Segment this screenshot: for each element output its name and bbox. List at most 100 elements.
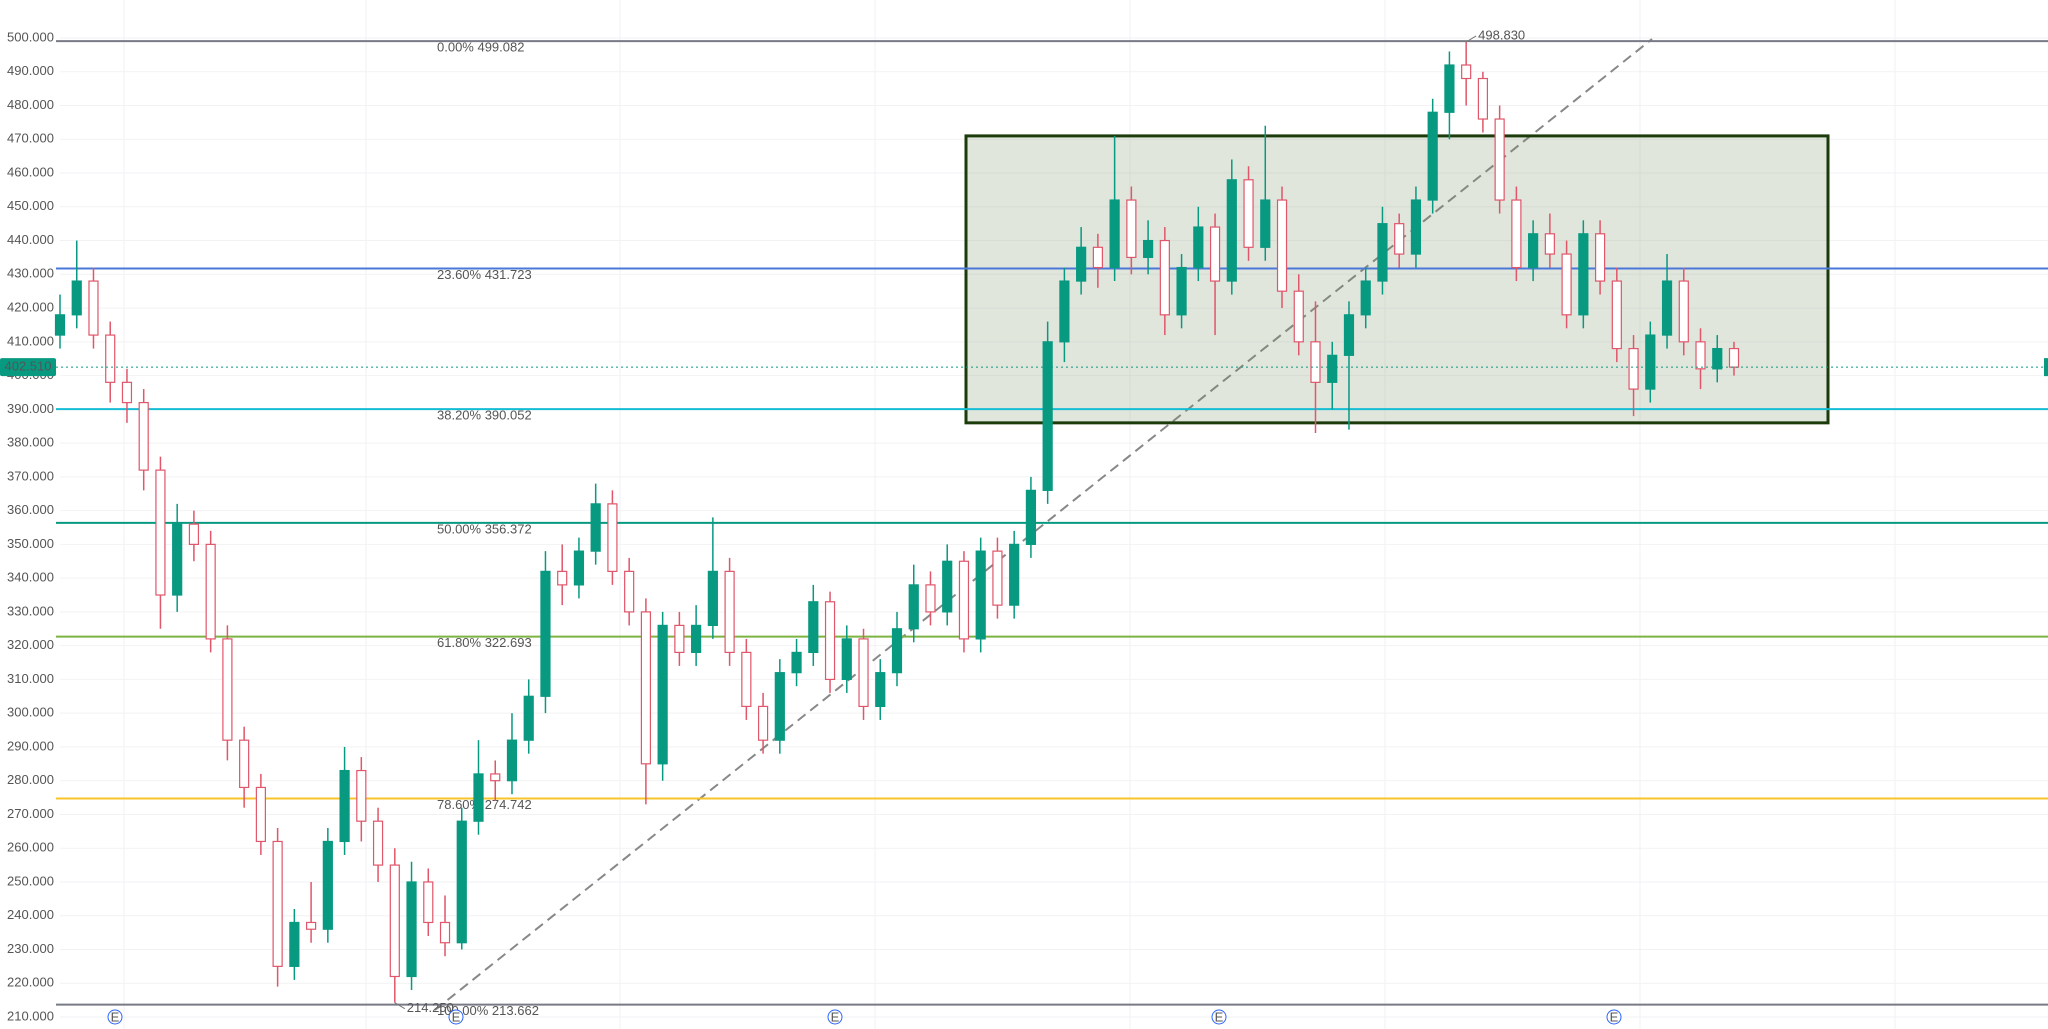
y-tick-label: 450.000	[7, 198, 54, 213]
candle-body	[1109, 199, 1120, 269]
candle-body	[356, 769, 367, 822]
fib-label: 0.00% 499.082	[437, 40, 524, 55]
candle-body	[757, 705, 769, 741]
extreme-label: 214.250	[407, 1000, 454, 1015]
candle-body	[1377, 223, 1388, 282]
candle-body	[389, 864, 400, 978]
candle-body	[607, 503, 618, 572]
candle-body	[925, 584, 936, 613]
candle-body	[1712, 347, 1723, 370]
candle-body	[540, 570, 551, 697]
candle-body	[1059, 280, 1070, 343]
extreme-pointer	[1465, 35, 1477, 43]
y-tick-label: 360.000	[7, 502, 54, 517]
candle-body	[138, 401, 149, 471]
event-label: E	[1215, 1009, 1224, 1024]
fib-label: 50.00% 356.372	[437, 521, 532, 536]
candle-body	[1661, 280, 1673, 336]
candle-body	[155, 469, 166, 596]
y-tick-label: 420.000	[7, 300, 54, 315]
y-tick-label: 240.000	[7, 907, 54, 922]
candle-body	[1410, 199, 1422, 255]
candle-body	[289, 921, 300, 967]
candle-body	[121, 381, 133, 404]
candle-body	[172, 523, 183, 596]
candle-body	[406, 881, 417, 978]
candle-body	[1427, 111, 1438, 201]
candle-body	[1176, 266, 1187, 316]
candle-body	[573, 550, 585, 586]
candle-body	[824, 601, 836, 681]
candle-body	[1528, 233, 1539, 269]
candle-body	[958, 560, 970, 640]
event-marker	[107, 1009, 123, 1025]
candle-body	[1728, 347, 1740, 368]
candle-body	[272, 840, 283, 967]
candle-body	[691, 624, 702, 654]
candle-body	[624, 570, 635, 613]
candle-body	[858, 638, 869, 708]
candle-body	[239, 739, 250, 789]
candle-body	[1126, 199, 1137, 259]
candle-body	[1327, 354, 1338, 383]
y-tick-label: 390.000	[7, 401, 54, 416]
range-box	[964, 134, 1830, 425]
y-tick-label: 440.000	[7, 232, 54, 247]
candle-body	[1628, 347, 1639, 390]
y-tick-label: 290.000	[7, 738, 54, 753]
y-tick-label: 250.000	[7, 873, 54, 888]
candle-body	[1444, 64, 1455, 113]
candle-body	[1142, 239, 1154, 259]
candle-body	[1293, 290, 1304, 343]
candle-body	[1578, 233, 1589, 316]
event-label: E	[111, 1009, 120, 1024]
event-label: E	[452, 1009, 461, 1024]
y-tick-label: 280.000	[7, 772, 54, 787]
candle-body	[523, 695, 534, 741]
y-tick-label: 300.000	[7, 705, 54, 720]
candle-body	[1544, 233, 1555, 255]
candle-body	[1494, 118, 1505, 201]
candle-body	[222, 638, 233, 741]
event-marker	[448, 1009, 464, 1025]
candle-body	[1695, 341, 1706, 370]
y-tick-label: 470.000	[7, 131, 54, 146]
candle-body	[54, 314, 66, 336]
candle-body	[88, 280, 99, 336]
candle-body	[1611, 280, 1622, 350]
y-tick-label: 490.000	[7, 63, 54, 78]
y-tick-label: 330.000	[7, 603, 54, 618]
candle-body	[841, 638, 852, 681]
candle-body	[322, 840, 333, 930]
candle-body	[1226, 179, 1237, 282]
candle-body	[707, 570, 718, 627]
candle-body	[1025, 489, 1037, 545]
candle-body	[774, 672, 785, 741]
candle-body	[490, 773, 501, 782]
y-tick-label: 460.000	[7, 164, 54, 179]
candle-body	[1276, 199, 1288, 292]
last-price-tag	[0, 358, 56, 377]
event-marker	[1211, 1009, 1227, 1025]
y-tick-label: 260.000	[7, 840, 54, 855]
candle-body	[105, 334, 116, 383]
y-tick-label: 480.000	[7, 97, 54, 112]
candle-body	[473, 773, 484, 822]
candle-body	[1193, 226, 1204, 269]
extreme-label: 498.830	[1478, 27, 1525, 42]
candle-body	[724, 570, 735, 654]
y-tick-label: 310.000	[7, 671, 54, 686]
fib-label: 78.60% 274.742	[437, 797, 532, 812]
trend-line	[434, 38, 1653, 1011]
candle-body	[205, 543, 216, 640]
candle-body	[908, 584, 919, 630]
y-tick-label: 210.000	[7, 1008, 54, 1023]
candle-body	[1477, 77, 1489, 120]
candle-body	[741, 651, 752, 708]
candle-body	[590, 503, 601, 552]
candle-body	[423, 881, 434, 924]
candle-body	[1243, 179, 1254, 248]
candle-body	[1209, 226, 1221, 282]
y-tick-label: 350.000	[7, 536, 54, 551]
candle-body	[439, 921, 451, 944]
